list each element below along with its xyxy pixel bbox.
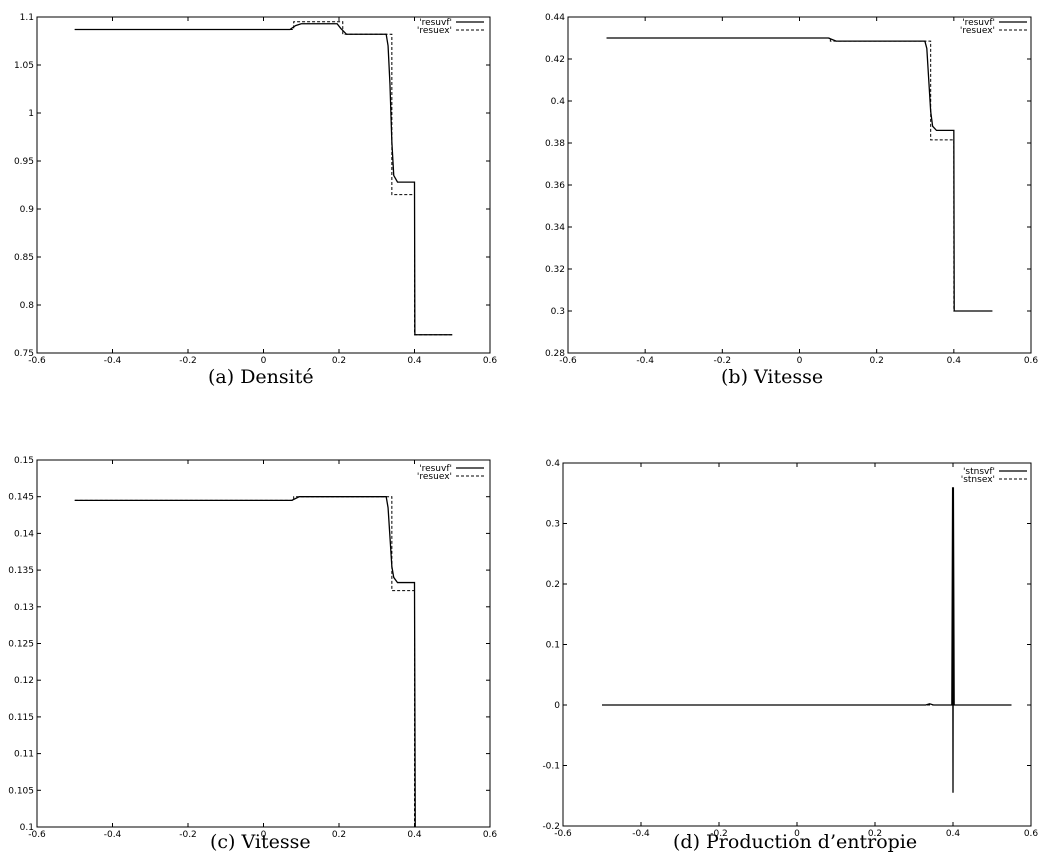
y-tick-label: 0.85 [14,253,34,263]
x-tick-label: 0.6 [1024,356,1039,366]
legend-label: 'resuvf' [419,464,452,474]
y-tick-label: 0.15 [14,456,34,466]
chart-a: -0.6 -0.4 -0.2 0 0.2 0.4 0.6 0.75 0.8 0.85 0.9 0.95… [14,13,498,366]
caption-d: (d) Production d’entropie [673,831,918,853]
x-tick-label: -0.4 [104,830,122,840]
y-tick-label: 0.44 [545,13,565,23]
x-tick-label: 0.2 [868,829,882,839]
legend-label: 'stnsex' [961,475,995,485]
x-tick-label: -0.2 [179,356,197,366]
caption-b: (b) Vitesse [721,366,824,388]
y-tick-label: 0.14 [14,529,34,539]
legend-label: 'stnsvf' [963,467,995,477]
y-tick-label: 1 [28,109,34,119]
x-tick-label: 0.2 [332,356,346,366]
series-line-resuvf [74,496,416,828]
series-line-stnsvf [602,487,1012,793]
panel-d: -0.6 -0.4 -0.2 0 0.2 0.4 0.6 -0.2 -0.1 0 0.1 0.2 0.3… [521,431,1042,862]
x-tick-label: -0.6 [554,829,572,839]
x-tick-label: 0 [797,356,803,366]
x-tick-label: -0.2 [710,829,728,839]
x-tick-label: 0.6 [483,356,498,366]
y-tick-label: 0.9 [20,205,35,215]
y-tick-label: 0.1 [546,641,560,651]
series-line-resuex [74,496,415,827]
y-tick-label: 0.32 [545,265,565,275]
y-tick-label: 0.3 [551,307,565,317]
chart-d: -0.6 -0.4 -0.2 0 0.2 0.4 0.6 -0.2 -0.1 0 0.1 0.2 0.3… [542,459,1039,839]
x-tick-label: -0.6 [28,356,46,366]
x-tick-label: -0.2 [179,830,197,840]
x-tick-label: 0.6 [483,830,498,840]
x-tick-label: 0 [794,829,800,839]
y-tick-label: 0.11 [14,750,34,760]
x-tick-label: 0.4 [407,356,422,366]
panel-b: -0.6 -0.4 -0.2 0 0.2 0.4 0.6 0.28 0.3 0.32 0.34 0.3… [521,0,1042,431]
y-tick-label: 1.05 [14,61,34,71]
x-tick-label: -0.4 [104,356,122,366]
legend-label: 'resuex' [960,26,995,36]
y-tick-label: 0.4 [551,97,566,107]
x-tick-label: 0.4 [946,829,961,839]
series-line-resuvf [74,23,453,336]
x-tick-label: -0.6 [559,356,577,366]
legend-label: 'resuvf' [419,18,452,28]
y-tick-label: 1.1 [20,13,34,23]
y-tick-label: 0.38 [545,139,565,149]
y-tick-label: 0.42 [545,55,565,65]
y-tick-label: 0.36 [545,181,565,191]
caption-a: (a) Densité [208,366,314,388]
panel-c: -0.6 -0.4 -0.2 0 0.2 0.4 0.6 0.1 0.105 0.11 0.115 0… [0,431,521,862]
x-tick-label: -0.4 [636,356,654,366]
panel-a: -0.6 -0.4 -0.2 0 0.2 0.4 0.6 0.75 0.8 0.85 0.9 0.95… [0,0,521,431]
chart-b: -0.6 -0.4 -0.2 0 0.2 0.4 0.6 0.28 0.3 0.32 0.34 0.3… [545,13,1039,366]
x-tick-label: 0 [261,830,267,840]
y-tick-label: 0.145 [8,493,34,503]
caption-c: (c) Vitesse [210,831,311,853]
y-tick-label: 0 [554,701,560,711]
x-tick-label: -0.4 [632,829,650,839]
legend-label: 'resuex' [417,472,452,482]
series-line-resuex [606,37,993,312]
y-tick-label: 0.8 [20,301,35,311]
x-tick-label: 0 [261,356,267,366]
x-tick-label: 0.4 [407,830,422,840]
y-tick-label: 0.75 [14,349,34,359]
y-tick-label: 0.34 [545,223,565,233]
y-tick-label: 0.28 [545,349,565,359]
y-tick-label: 0.95 [14,157,34,167]
y-tick-label: 0.135 [8,566,34,576]
plot-frame [36,16,491,354]
plot-frame [36,459,491,828]
x-tick-label: -0.6 [28,830,46,840]
x-tick-label: 0.2 [332,830,346,840]
y-tick-label: 0.115 [8,713,34,723]
y-tick-label: 0.13 [14,603,34,613]
legend-label: 'resuex' [417,26,452,36]
y-tick-label: -0.2 [542,822,560,832]
y-tick-label: 0.12 [14,676,34,686]
chart-c: -0.6 -0.4 -0.2 0 0.2 0.4 0.6 0.1 0.105 0.11 0.115 0… [8,456,498,840]
legend-label: 'resuvf' [962,18,995,28]
series-line-resuex [74,21,453,336]
y-tick-label: 0.2 [546,580,560,590]
y-tick-label: 0.125 [8,640,34,650]
y-tick-label: -0.1 [542,762,560,772]
y-tick-label: 0.4 [546,459,561,469]
series-line-resuvf [606,37,993,312]
x-tick-label: 0.4 [947,356,962,366]
y-tick-label: 0.105 [8,786,34,796]
x-tick-label: -0.2 [714,356,732,366]
x-tick-label: 0.2 [870,356,884,366]
plot-frame [562,462,1032,827]
x-tick-label: 0.6 [1024,829,1039,839]
y-tick-label: 0.3 [546,520,560,530]
plot-frame [567,16,1032,354]
y-tick-label: 0.1 [20,823,34,833]
